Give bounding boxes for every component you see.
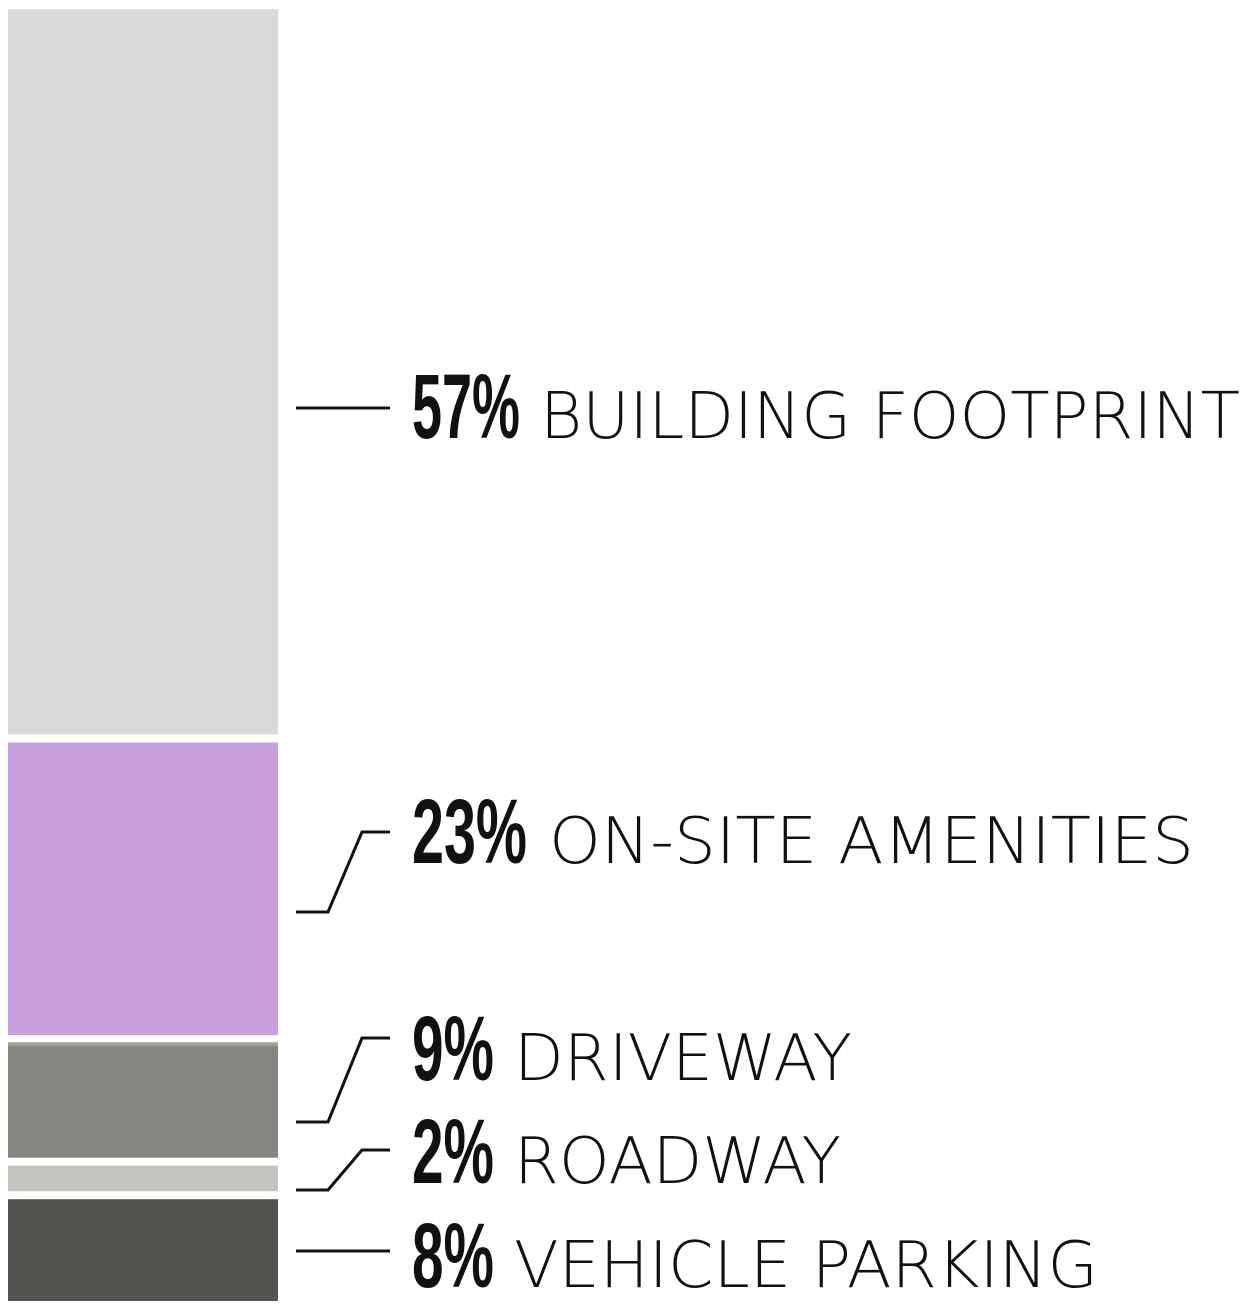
building-footprint-bar	[8, 9, 278, 735]
segment-labels: 57% BUILDING FOOTPRINT 23% ON-SITE AMENI…	[412, 356, 1240, 1307]
roadway-leader-line	[296, 1148, 390, 1192]
vehicle-parking-bar	[8, 1199, 278, 1301]
roadway-bar	[8, 1165, 278, 1192]
leader-lines	[296, 406, 390, 1253]
driveway-bar	[8, 1043, 278, 1158]
building-footprint-label: BUILDING FOOTPRINT	[540, 380, 1240, 454]
on-site-amenities-label: ON-SITE AMENITIES	[549, 805, 1194, 879]
driveway-percent: 9%	[412, 998, 494, 1100]
bar-segments	[8, 9, 278, 1301]
building-footprint-percent: 57%	[412, 356, 520, 458]
on-site-amenities-percent: 23%	[412, 781, 527, 883]
on-site-amenities-bar	[8, 742, 278, 1036]
driveway-label: DRIVEWAY	[514, 1022, 852, 1096]
roadway-percent: 2%	[412, 1101, 494, 1203]
driveway-leader-line	[296, 1036, 390, 1124]
on-site-amenities-leader-line	[296, 830, 390, 914]
vehicle-parking-percent: 8%	[412, 1205, 494, 1307]
vehicle-parking-label: VEHICLE PARKING	[514, 1229, 1098, 1303]
roadway-label: ROADWAY	[514, 1125, 841, 1199]
